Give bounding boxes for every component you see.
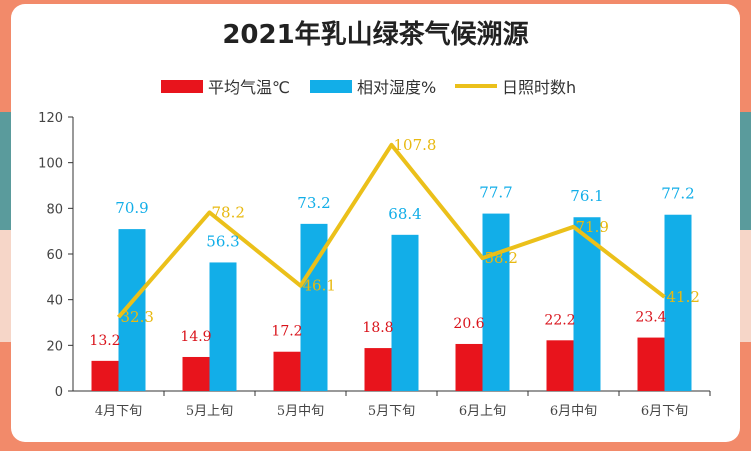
data-label-temperature: 13.2: [89, 333, 120, 349]
legend-swatch-sunshine: [455, 84, 497, 88]
bar-temperature: [637, 337, 665, 391]
data-label-sunshine: 32.3: [121, 308, 154, 326]
data-label-sunshine: 107.8: [394, 136, 437, 154]
data-label-temperature: 23.4: [635, 310, 666, 326]
y-tick-label: 100: [38, 157, 63, 172]
x-tick-label: 4月下旬: [95, 404, 142, 419]
data-label-humidity: 77.7: [479, 184, 512, 202]
bar-humidity: [664, 214, 692, 391]
y-tick-label: 80: [46, 202, 63, 217]
data-label-humidity: 56.3: [206, 232, 239, 250]
x-tick-label: 6月中旬: [550, 404, 597, 419]
chart-title: 2021年乳山绿茶气候溯源: [222, 20, 529, 50]
legend-item-humidity: 相对湿度%: [310, 74, 436, 98]
x-tick-label: 5月上旬: [186, 404, 233, 419]
data-label-sunshine: 46.1: [303, 277, 336, 295]
data-label-temperature: 22.2: [544, 312, 575, 328]
x-tick-label: 5月中旬: [277, 404, 324, 419]
line-sunshine: [116, 142, 666, 319]
x-tick-label: 6月下旬: [641, 404, 688, 419]
bar-temperature: [455, 343, 483, 391]
data-label-temperature: 18.8: [362, 320, 393, 336]
data-label-temperature: 20.6: [453, 316, 484, 332]
data-label-humidity: 77.2: [661, 185, 694, 203]
bar-temperature: [91, 360, 119, 391]
data-label-humidity: 73.2: [297, 194, 330, 212]
legend-item-temperature: 平均气温℃: [161, 74, 290, 98]
legend-label-temperature: 平均气温℃: [208, 78, 290, 97]
x-tick-label: 6月上旬: [459, 404, 506, 419]
bar-temperature: [546, 340, 574, 391]
bar-temperature: [273, 351, 301, 391]
bar-humidity: [391, 234, 419, 391]
data-label-temperature: 17.2: [271, 324, 302, 340]
y-tick-label: 40: [46, 294, 63, 309]
legend-swatch-temperature: [161, 79, 203, 93]
legend-label-sunshine: 日照时数h: [502, 78, 577, 97]
data-label-temperature: 14.9: [180, 329, 211, 345]
data-label-humidity: 76.1: [570, 187, 603, 205]
bar-humidity: [482, 213, 510, 391]
y-tick-label: 60: [46, 248, 63, 263]
legend-item-sunshine: 日照时数h: [455, 74, 576, 98]
data-label-humidity: 70.9: [115, 199, 148, 217]
legend-label-humidity: 相对湿度%: [357, 78, 437, 97]
bar-temperature: [364, 348, 392, 391]
bar-temperature: [182, 356, 210, 391]
y-tick-label: 0: [55, 385, 63, 400]
x-tick-label: 5月下旬: [368, 404, 415, 419]
data-label-sunshine: 78.2: [212, 203, 245, 221]
data-label-sunshine: 41.2: [667, 288, 700, 306]
data-label-sunshine: 71.9: [576, 218, 609, 236]
y-tick-label: 20: [46, 339, 63, 354]
chart-legend: 平均气温℃ 相对湿度% 日照时数h: [0, 74, 751, 98]
y-tick-label: 120: [38, 111, 63, 126]
bar-humidity: [209, 262, 237, 391]
data-label-humidity: 68.4: [388, 205, 421, 223]
legend-swatch-humidity: [310, 79, 352, 93]
data-label-sunshine: 58.2: [485, 249, 518, 267]
